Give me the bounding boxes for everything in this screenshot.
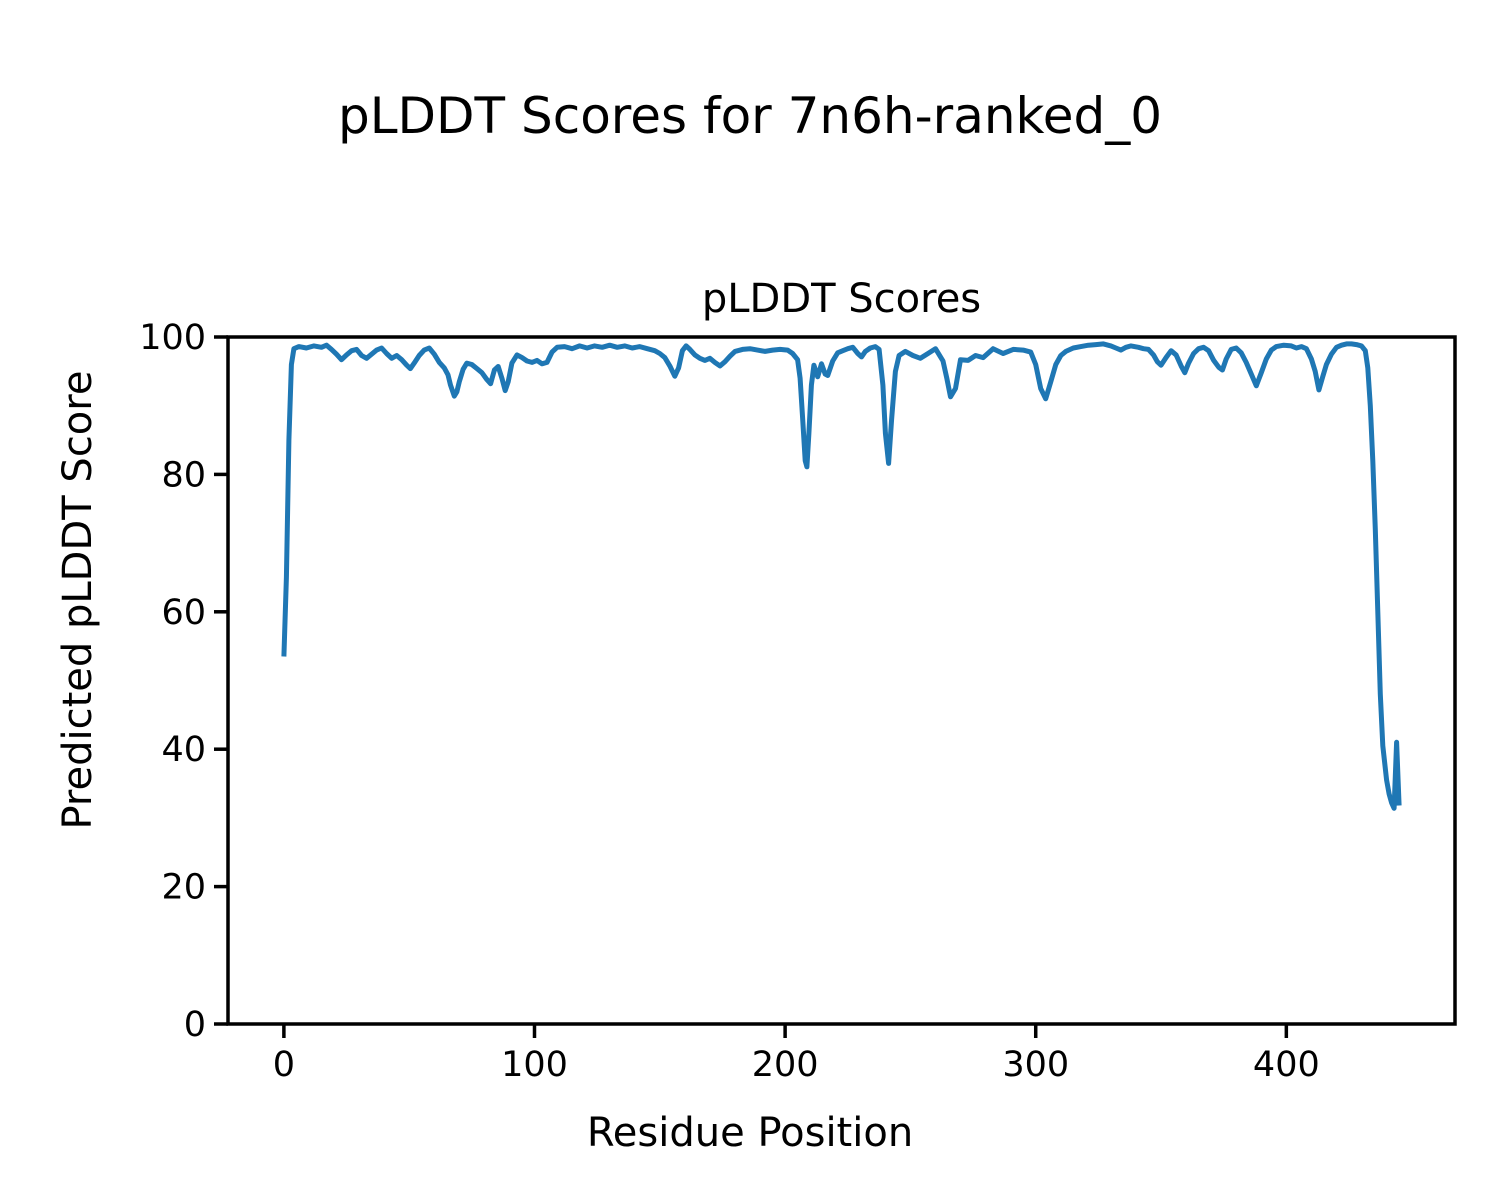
y-tick-label: 60	[161, 593, 206, 633]
x-axis-label: Residue Position	[586, 1110, 914, 1156]
y-tick-label: 100	[139, 318, 206, 358]
x-axis-ticks: 0 100 200 300 400	[273, 1024, 1320, 1085]
axes-frame	[226, 335, 1457, 1026]
y-tick-label: 0	[184, 1005, 206, 1045]
plddt-line	[281, 341, 1402, 811]
x-tick-label: 200	[752, 1045, 819, 1085]
y-axis-ticks: 0 20 40 60 80 100	[139, 318, 228, 1045]
figure-title: pLDDT Scores for 7n6h-ranked_0	[337, 87, 1163, 145]
axes-title: pLDDT Scores	[701, 276, 982, 322]
x-tick-label: 100	[501, 1045, 568, 1085]
y-tick-label: 80	[161, 455, 206, 495]
x-tick-label: 300	[1002, 1045, 1069, 1085]
x-tick-label: 0	[273, 1045, 295, 1085]
y-tick-label: 40	[161, 730, 206, 770]
y-tick-label: 20	[161, 868, 206, 908]
x-tick-label: 400	[1253, 1045, 1320, 1085]
